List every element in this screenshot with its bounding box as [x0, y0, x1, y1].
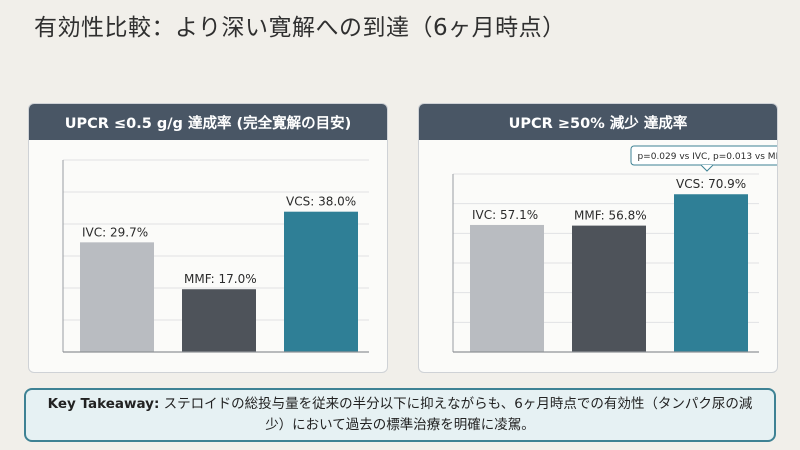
chart-title: UPCR ≥50% 減少 達成率 [419, 104, 777, 140]
bar-ivc [470, 224, 544, 352]
key-takeaway-box: Key Takeaway: ステロイドの総投与量を従来の半分以下に抑えながらも、… [24, 388, 776, 442]
data-label-vcs: VCS: 38.0% [286, 195, 356, 209]
data-label-ivc: IVC: 29.7% [82, 225, 148, 239]
bar-vcs [284, 211, 358, 352]
data-label-ivc: IVC: 57.1% [472, 208, 538, 222]
data-label-mmf: MMF: 56.8% [574, 209, 647, 223]
bar-chart-complete-remission: IVC: 29.7% MMF: 17.0% VCS: 38.0% [62, 159, 369, 353]
bar-chart-upcr-reduction: IVC: 57.1% MMF: 56.8% VCS: 70.9% p=0.029 vs… [452, 145, 777, 353]
bar-mmf [572, 225, 646, 352]
annotation-pointer [700, 164, 714, 172]
chart-panel-upcr-reduction: UPCR ≥50% 減少 達成率 IVC: 57.1% MMF: 56.8% VCS… [418, 103, 778, 373]
data-label-mmf: MMF: 17.0% [184, 272, 257, 286]
annotation-text: p=0.029 vs IVC, p=0.013 vs MMF [637, 152, 777, 162]
takeaway-label: Key Takeaway: [47, 396, 160, 412]
data-label-vcs: VCS: 70.9% [676, 177, 746, 191]
bar-mmf [182, 289, 256, 352]
bar-ivc [80, 242, 154, 352]
slide-title: 有効性比較：より深い寛解への到達（6ヶ月時点） [34, 15, 566, 41]
chart-title: UPCR ≤0.5 g/g 達成率 (完全寛解の目安) [29, 104, 387, 140]
bar-vcs [674, 194, 748, 352]
chart-panel-complete-remission: UPCR ≤0.5 g/g 達成率 (完全寛解の目安) IVC: 29.7% MM… [28, 103, 388, 373]
takeaway-text: ステロイドの総投与量を従来の半分以下に抑えながらも、6ヶ月時点での有効性（タンパ… [159, 396, 753, 433]
